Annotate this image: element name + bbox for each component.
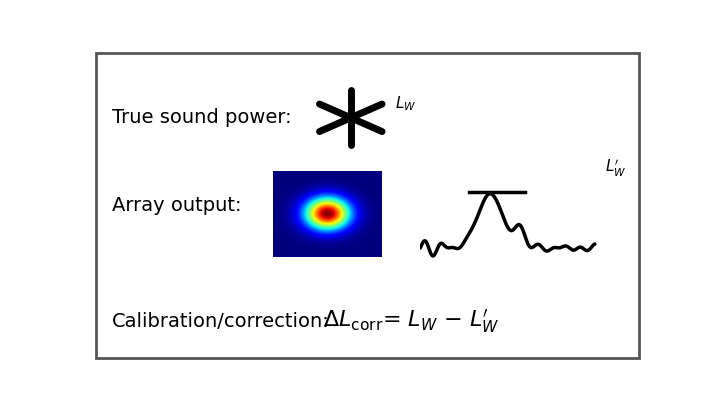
FancyBboxPatch shape <box>96 53 639 359</box>
Text: Calibration/correction:: Calibration/correction: <box>112 312 330 331</box>
Text: $L^{\prime}_W$: $L^{\prime}_W$ <box>605 158 627 179</box>
Text: Array output:: Array output: <box>112 196 242 215</box>
Text: $L_W$: $L_W$ <box>395 94 417 113</box>
Text: $\Delta L_{\mathrm{corr}}$= $L_W$ $-$ $L^{\prime}_W$: $\Delta L_{\mathrm{corr}}$= $L_W$ $-$ $L… <box>323 308 499 335</box>
Text: True sound power:: True sound power: <box>112 108 292 127</box>
